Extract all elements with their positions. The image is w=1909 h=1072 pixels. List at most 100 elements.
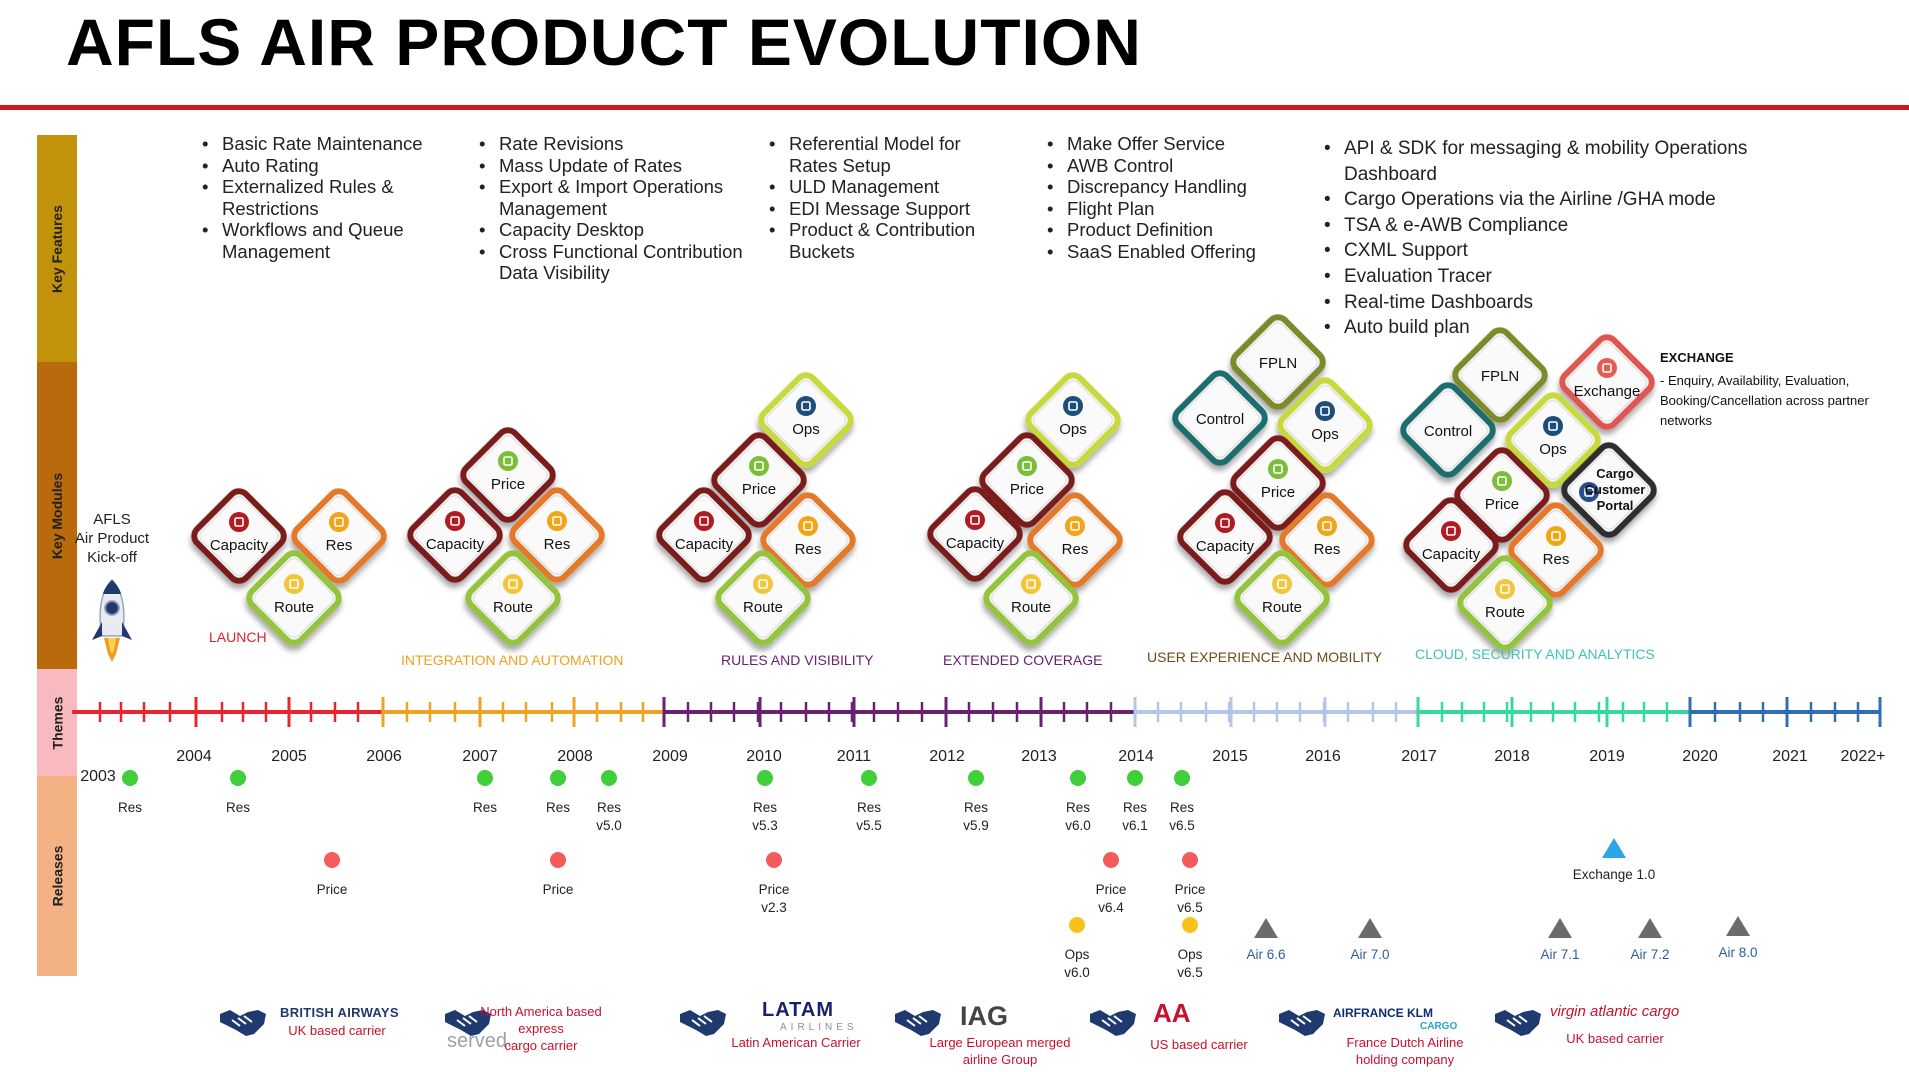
year-label: 2021 [1772,748,1808,765]
feature-item: Capacity Desktop [479,219,749,241]
module-label: Control [1424,423,1472,440]
release-marker-air [1254,918,1278,938]
release-label: Res v5.0 [596,800,622,833]
release-label: Ops v6.0 [1064,947,1090,980]
release-label: Price [542,882,574,897]
module-capacity: Capacity [656,487,752,583]
handshake-icon [895,1010,941,1036]
module-res: Res [1027,492,1123,588]
year-label: 2019 [1589,748,1625,765]
year-label: 2020 [1682,748,1718,765]
clipboard-icon [229,512,249,532]
module-route: Route [1234,550,1330,646]
partner-brand: BRITISH AIRWAYS [280,1005,399,1020]
module-capacity: Capacity [1403,497,1499,593]
release-marker-res [757,770,773,786]
module-label: Price [491,476,525,493]
feature-item: Mass Update of Rates [479,155,749,177]
module-price: Price [979,432,1075,528]
handshake-icon [1279,1010,1325,1036]
module-route: Route [246,550,342,646]
feature-item: EDI Message Support [769,198,1014,220]
year-label: 2011 [836,748,872,765]
partner-label: UK based carrier [1566,1031,1664,1046]
timeline-segment [662,697,1137,727]
exchange-icon [1597,358,1617,378]
customer-icon [1579,482,1599,502]
module-label: Price [742,481,776,498]
module-exchange: Exchange [1559,334,1655,430]
feature-item: Evaluation Tracer [1324,264,1764,290]
release-marker-price [1103,852,1119,868]
timeline-segment [72,697,385,727]
year-label: 2003 [80,768,116,785]
module-fpln: FPLN [1452,327,1548,423]
release-label: Res v5.9 [963,800,989,833]
module-label: Route [274,599,314,616]
module-label: Customer [1585,482,1646,497]
feature-item: Discrepancy Handling [1047,176,1297,198]
release-marker-price [766,852,782,868]
module-res: Res [1508,502,1604,598]
partner-brand: IAG [960,1001,1009,1031]
chart-icon [1017,456,1037,476]
person-icon [1065,516,1085,536]
partner-label: France Dutch Airline holding company [1346,1035,1464,1067]
theme-rules: RULES AND VISIBILITY [721,652,874,668]
rocket-icon [92,578,132,662]
release-label: Air 7.0 [1350,947,1390,963]
module-res: Res [291,488,387,584]
feature-item: API & SDK for messaging & mobility Opera… [1324,136,1764,187]
module-capacity: Capacity [191,488,287,584]
module-label: FPLN [1259,355,1297,372]
module-label: Exchange [1574,383,1641,400]
module-label: Price [1485,496,1519,513]
year-label: 2007 [462,748,498,765]
module-label: Ops [1059,421,1087,438]
partner-brand-sub: CARGO [1420,1021,1458,1032]
module-label: Cargo [1596,466,1634,481]
module-ops: Ops [1277,377,1373,473]
chart-icon [1492,471,1512,491]
release-label: Res v6.1 [1122,800,1148,833]
timeline-segment [1688,697,1882,727]
year-label: 2004 [176,748,212,765]
forklift-icon [1063,396,1083,416]
partner-label: Large European merged airline Group [929,1035,1071,1067]
partner-brand: LATAM [762,999,835,1021]
module-label: Ops [1311,426,1339,443]
module-label: Ops [1539,441,1567,458]
partner-label: North America based express cargo carrie… [480,1004,602,1053]
band-releases [37,776,77,976]
release-marker-res [601,770,617,786]
page-title: AFLS AIR PRODUCT EVOLUTION [66,5,1142,79]
module-label: Res [544,536,571,553]
year-label: 2022+ [1840,748,1886,765]
module-label: Price [1010,481,1044,498]
feature-column-2: Rate Revisions Mass Update of Rates Expo… [479,133,749,284]
year-label: 2018 [1494,748,1530,765]
band-themes [37,669,77,776]
feature-item: SaaS Enabled Offering [1047,241,1297,263]
release-label: Exchange 1.0 [1572,867,1656,883]
module-price: Price [1230,435,1326,531]
release-label: Res [225,800,251,815]
year-label: 2010 [746,748,782,765]
theme-cloud: CLOUD, SECURITY AND ANALYTICS [1415,646,1655,662]
partner-brand-sub: AIRLINES [780,1022,858,1033]
timeline-segment [381,697,666,727]
module-label: Route [1011,599,1051,616]
release-marker-price [1182,852,1198,868]
module-label: Res [1314,541,1341,558]
title-underline [0,105,1909,110]
release-label: Res [545,800,571,815]
release-marker-res [968,770,984,786]
feature-item: CXML Support [1324,238,1764,264]
module-label: Res [1062,541,1089,558]
module-price: Price [460,427,556,523]
clipboard-icon [965,510,985,530]
feature-item: Cargo Operations via the Airline /GHA mo… [1324,187,1764,213]
handshake-icon [445,1010,491,1036]
